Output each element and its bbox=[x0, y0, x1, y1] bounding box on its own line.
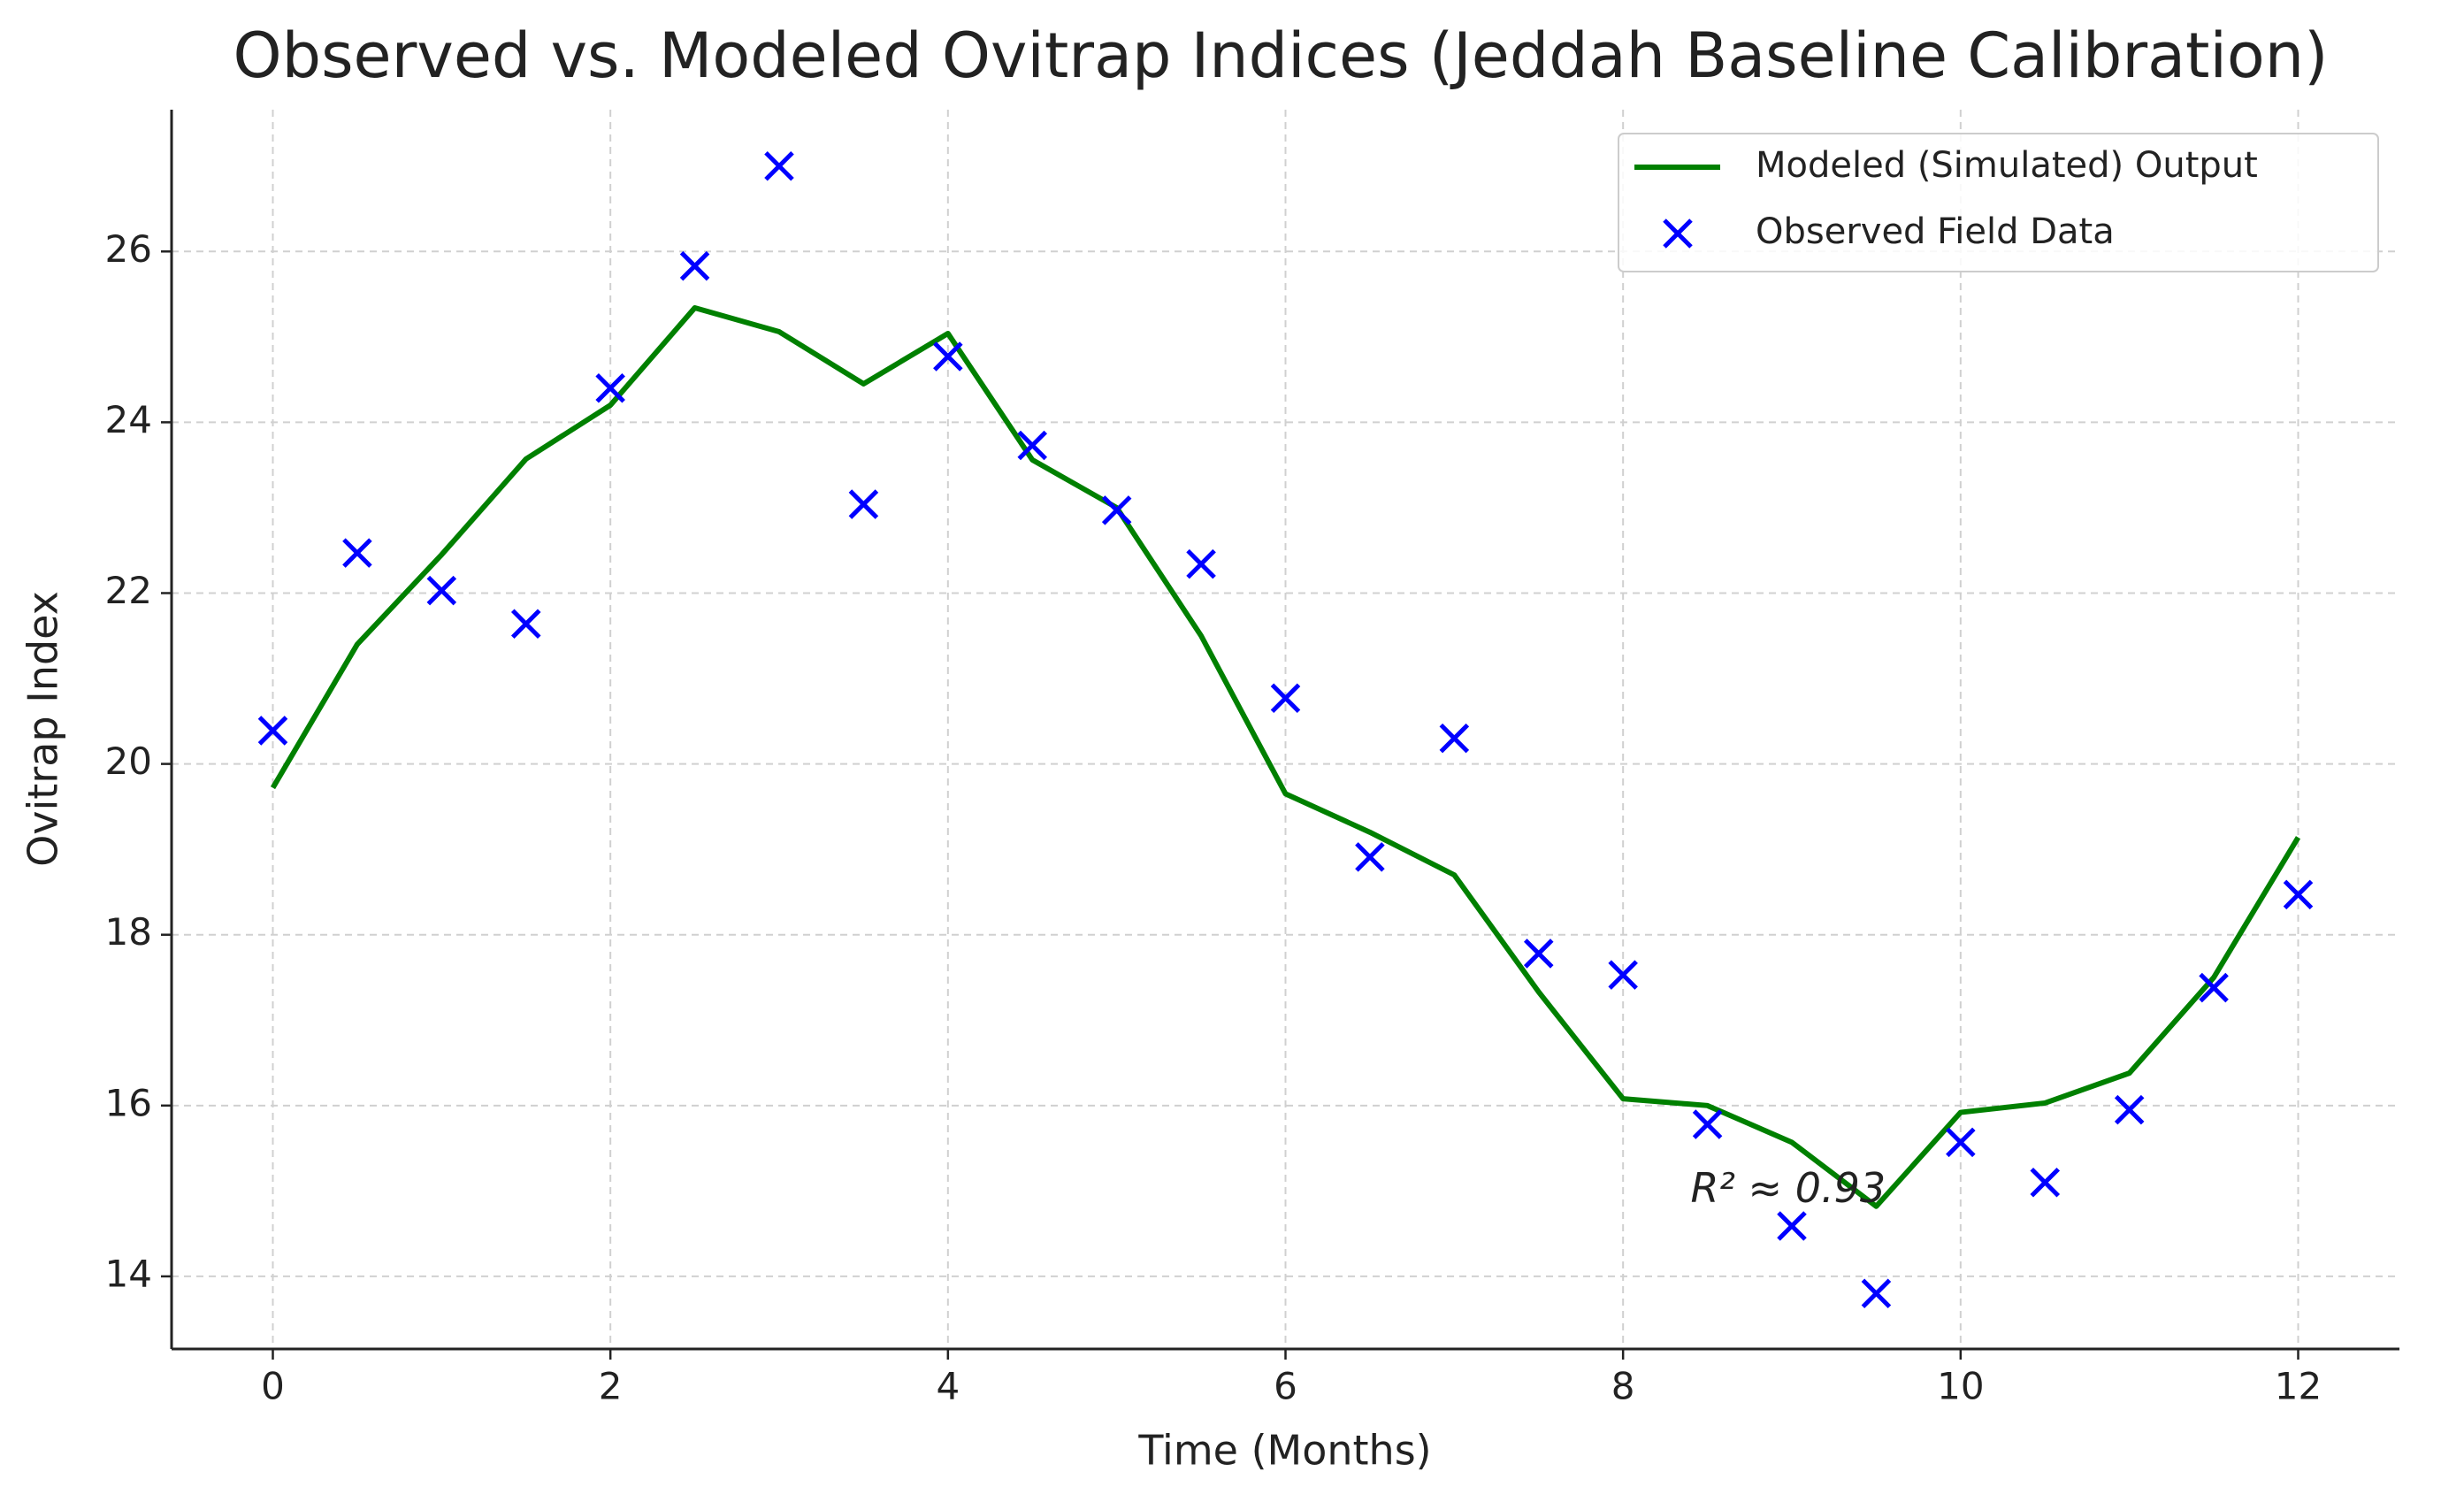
marker-x bbox=[257, 716, 288, 746]
marker-x bbox=[1270, 683, 1301, 714]
marker-x bbox=[1355, 842, 1385, 872]
marker-x bbox=[2199, 972, 2229, 1003]
chart-title: Observed vs. Modeled Ovitrap Indices (Je… bbox=[233, 19, 2329, 92]
legend-label: Modeled (Simulated) Output bbox=[1756, 145, 2258, 186]
y-tick-label: 14 bbox=[105, 1252, 152, 1295]
x-tick-label: 8 bbox=[1611, 1365, 1635, 1408]
marker-x bbox=[1692, 1109, 1723, 1139]
annotation: R² ≈ 0.93 bbox=[1691, 1164, 1886, 1212]
y-axis-label: Ovitrap Index bbox=[19, 591, 67, 867]
y-tick-label: 20 bbox=[105, 740, 152, 783]
marker-x bbox=[426, 575, 457, 606]
marker-x bbox=[1101, 495, 1132, 525]
y-tick-label: 24 bbox=[105, 398, 152, 441]
marker-x bbox=[2283, 879, 2314, 910]
marker-x bbox=[1017, 430, 1048, 461]
marker-x bbox=[1946, 1127, 1976, 1158]
marker-x bbox=[848, 489, 879, 519]
marker-x bbox=[2030, 1167, 2061, 1198]
x-tick-label: 4 bbox=[936, 1365, 960, 1408]
y-tick-label: 18 bbox=[105, 910, 152, 954]
x-axis-label: Time (Months) bbox=[1137, 1427, 1431, 1475]
marker-x bbox=[1777, 1211, 1807, 1241]
marker-x bbox=[510, 609, 541, 640]
x-tick-label: 0 bbox=[261, 1365, 285, 1408]
x-tick-label: 2 bbox=[599, 1365, 623, 1408]
model-line bbox=[270, 305, 2301, 1209]
marker-x bbox=[595, 372, 625, 403]
marker-x bbox=[764, 150, 794, 181]
marker-x bbox=[1186, 548, 1216, 579]
marker-x bbox=[342, 538, 372, 568]
marker-x bbox=[1608, 960, 1638, 990]
x-tick-label: 10 bbox=[1937, 1365, 1984, 1408]
legend-marker bbox=[1663, 218, 1693, 249]
y-tick-label: 22 bbox=[105, 569, 152, 612]
marker-x bbox=[1523, 939, 1554, 969]
marker-x bbox=[679, 250, 710, 281]
marker-x bbox=[2114, 1094, 2145, 1125]
y-tick-label: 26 bbox=[105, 227, 152, 271]
legend-box bbox=[1618, 133, 2379, 272]
y-tick-label: 16 bbox=[105, 1081, 152, 1124]
legend-label: Observed Field Data bbox=[1756, 211, 2115, 252]
x-tick-label: 12 bbox=[2275, 1365, 2322, 1408]
marker-x bbox=[933, 341, 963, 372]
marker-x bbox=[1439, 723, 1470, 754]
x-tick-label: 6 bbox=[1274, 1365, 1297, 1408]
marker-x bbox=[1861, 1278, 1892, 1309]
